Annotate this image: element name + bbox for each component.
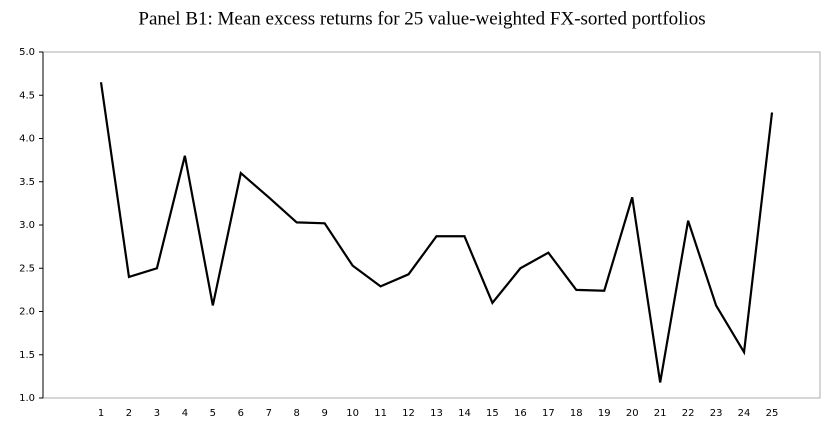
x-tick-label: 9 [321, 408, 327, 419]
y-tick-label: 5.0 [19, 47, 35, 58]
y-tick-label: 3.0 [19, 220, 35, 231]
x-tick-label: 7 [266, 408, 272, 419]
x-tick-label: 8 [294, 408, 300, 419]
x-tick-label: 23 [710, 408, 723, 419]
y-tick-label: 1.0 [19, 393, 35, 404]
x-tick-label: 17 [542, 408, 555, 419]
x-tick-label: 3 [154, 408, 160, 419]
x-tick-label: 25 [766, 408, 779, 419]
y-tick-label: 1.5 [19, 350, 35, 361]
y-tick-label: 3.5 [19, 177, 35, 188]
x-tick-label: 21 [654, 408, 667, 419]
x-tick-label: 22 [682, 408, 695, 419]
x-tick-label: 1 [98, 408, 104, 419]
x-tick-label: 13 [430, 408, 443, 419]
x-tick-label: 20 [626, 408, 639, 419]
y-tick-label: 4.0 [19, 134, 35, 145]
x-tick-label: 15 [486, 408, 499, 419]
y-tick-label: 4.5 [19, 90, 35, 101]
x-tick-label: 24 [738, 408, 751, 419]
plot-frame [42, 51, 821, 399]
x-tick-label: 4 [182, 408, 188, 419]
x-tick-label: 12 [402, 408, 415, 419]
x-tick-label: 19 [598, 408, 611, 419]
x-tick-label: 6 [238, 408, 244, 419]
x-tick-label: 14 [458, 408, 471, 419]
chart-title: Panel B1: Mean excess returns for 25 val… [138, 8, 705, 29]
y-tick-label: 2.0 [19, 307, 35, 318]
x-tick-label: 5 [210, 408, 216, 419]
y-tick-label: 2.5 [19, 263, 35, 274]
x-tick-label: 16 [514, 408, 527, 419]
x-tick-label: 10 [346, 408, 359, 419]
line-series [99, 82, 774, 383]
x-tick-label: 18 [570, 408, 583, 419]
x-tick-label: 2 [126, 408, 132, 419]
x-tick-label: 11 [374, 408, 387, 419]
